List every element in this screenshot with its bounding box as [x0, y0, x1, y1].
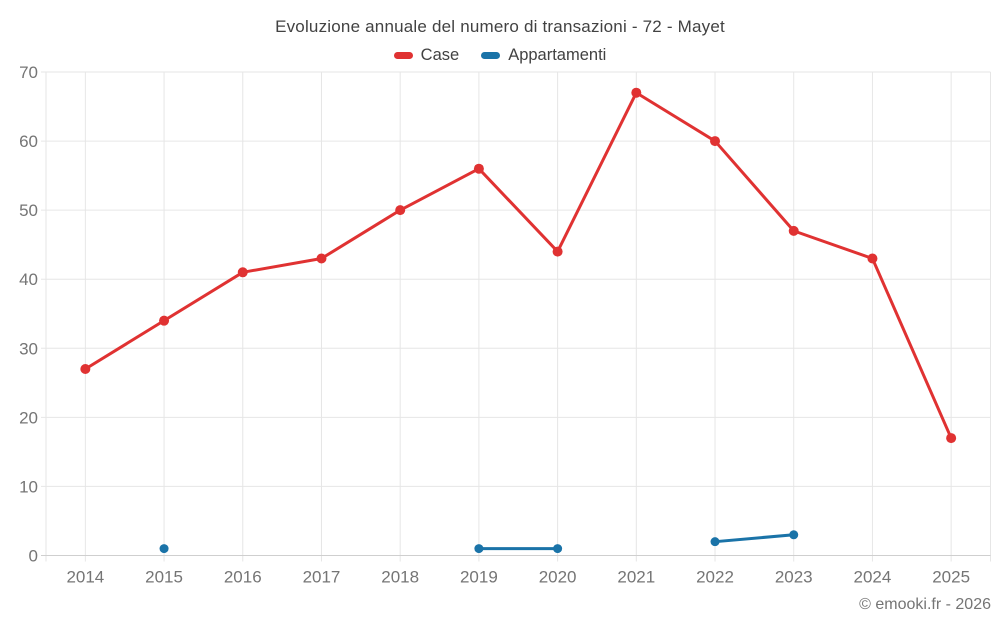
x-axis-tick-label: 2020 — [539, 568, 577, 587]
x-axis-tick-label: 2021 — [617, 568, 655, 587]
x-axis-tick-label: 2019 — [460, 568, 498, 587]
y-axis-tick-label: 40 — [19, 270, 38, 289]
data-point-appartamenti — [789, 530, 799, 540]
data-point-case — [946, 433, 957, 444]
appartamenti-series-swatch-icon — [481, 52, 501, 59]
data-point-case — [237, 267, 248, 278]
data-point-appartamenti — [474, 544, 484, 554]
chart-title: Evoluzione annuale del numero di transaz… — [275, 17, 725, 36]
data-point-case — [80, 364, 91, 375]
y-axis-tick-label: 60 — [19, 132, 38, 151]
data-point-appartamenti — [159, 544, 169, 554]
y-axis-tick-label: 0 — [29, 547, 38, 566]
x-axis-tick-label: 2025 — [932, 568, 970, 587]
y-axis-tick-label: 70 — [19, 63, 38, 82]
data-point-case — [395, 205, 406, 216]
y-axis-tick-label: 10 — [19, 477, 38, 496]
legend-label-case: Case — [420, 46, 460, 64]
x-axis-tick-label: 2018 — [381, 568, 419, 587]
data-point-case — [788, 225, 799, 236]
chart-legend: Case Appartamenti — [0, 46, 1000, 65]
series-line-case — [83, 91, 953, 440]
data-point-case — [473, 163, 484, 174]
data-point-case — [710, 136, 721, 147]
data-point-case — [552, 246, 563, 257]
data-point-case — [867, 253, 878, 264]
legend-item-appartamenti[interactable]: Appartamenti — [481, 46, 606, 65]
data-point-case — [159, 315, 170, 326]
case-series-swatch-icon — [393, 52, 413, 59]
data-point-appartamenti — [710, 537, 720, 547]
data-point-case — [316, 253, 327, 264]
legend-item-case[interactable]: Case — [393, 46, 460, 65]
x-axis-tick-label: 2023 — [775, 568, 813, 587]
y-axis-tick-label: 50 — [19, 201, 38, 220]
x-axis-tick-label: 2014 — [66, 568, 104, 587]
credit-text: © emooki.fr - 2026 — [859, 596, 991, 613]
x-axis-tick-label: 2017 — [303, 568, 341, 587]
series-line-appartamenti — [713, 533, 796, 544]
y-axis-tick-label: 30 — [19, 339, 38, 358]
x-axis-tick-label: 2016 — [224, 568, 262, 587]
data-point-appartamenti — [553, 544, 563, 554]
x-axis-tick-label: 2015 — [145, 568, 183, 587]
x-axis-tick-label: 2022 — [696, 568, 734, 587]
x-axis-tick-label: 2024 — [854, 568, 892, 587]
legend-label-appartamenti: Appartamenti — [508, 46, 607, 64]
data-point-case — [631, 87, 642, 98]
y-axis-tick-label: 20 — [19, 408, 38, 427]
